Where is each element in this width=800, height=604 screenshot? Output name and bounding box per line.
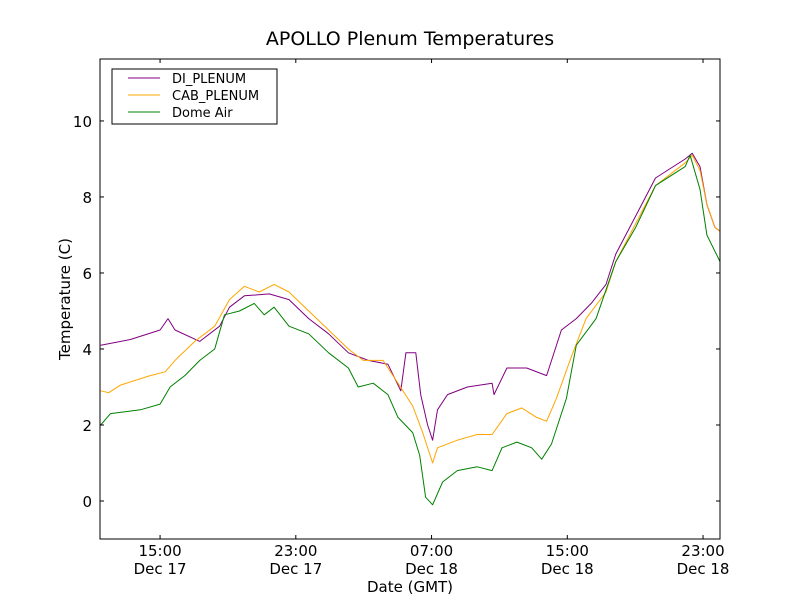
y-tick-label: 8: [82, 189, 92, 207]
x-tick-label-time: 15:00: [138, 542, 181, 560]
legend: DI_PLENUM CAB_PLENUM Dome Air: [111, 68, 278, 125]
legend-label: Dome Air: [172, 106, 233, 121]
y-tick-label: 6: [82, 265, 92, 283]
series-line-di-plenum: [100, 152, 720, 441]
x-tick-label-time: 07:00: [410, 542, 453, 560]
x-tick-label-time: 23:00: [681, 542, 724, 560]
x-tick-label-date: Dec 17: [269, 560, 322, 578]
x-axis-label: Date (GMT): [367, 578, 453, 596]
x-tick-label-time: 23:00: [274, 542, 317, 560]
x-tick-label-date: Dec 17: [134, 560, 187, 578]
series-group: [100, 152, 720, 506]
chart-title: APOLLO Plenum Temperatures: [266, 28, 554, 50]
legend-label: CAB_PLENUM: [172, 89, 259, 104]
x-tick-label-date: Dec 18: [541, 560, 594, 578]
y-tick-label: 10: [73, 113, 92, 131]
series-line-cab-plenum: [100, 154, 720, 464]
axes-frame: [99, 58, 721, 540]
y-axis-label: Temperature (C): [56, 238, 74, 361]
x-tick-label-time: 15:00: [546, 542, 589, 560]
y-tick-label: 0: [82, 493, 92, 511]
x-tick-label-date: Dec 18: [677, 560, 730, 578]
legend-label: DI_PLENUM: [172, 72, 246, 87]
y-tick-label: 4: [82, 341, 92, 359]
series-line-dome-air: [100, 154, 720, 506]
y-tick-label: 2: [82, 417, 92, 435]
x-tick-label-date: Dec 18: [405, 560, 458, 578]
